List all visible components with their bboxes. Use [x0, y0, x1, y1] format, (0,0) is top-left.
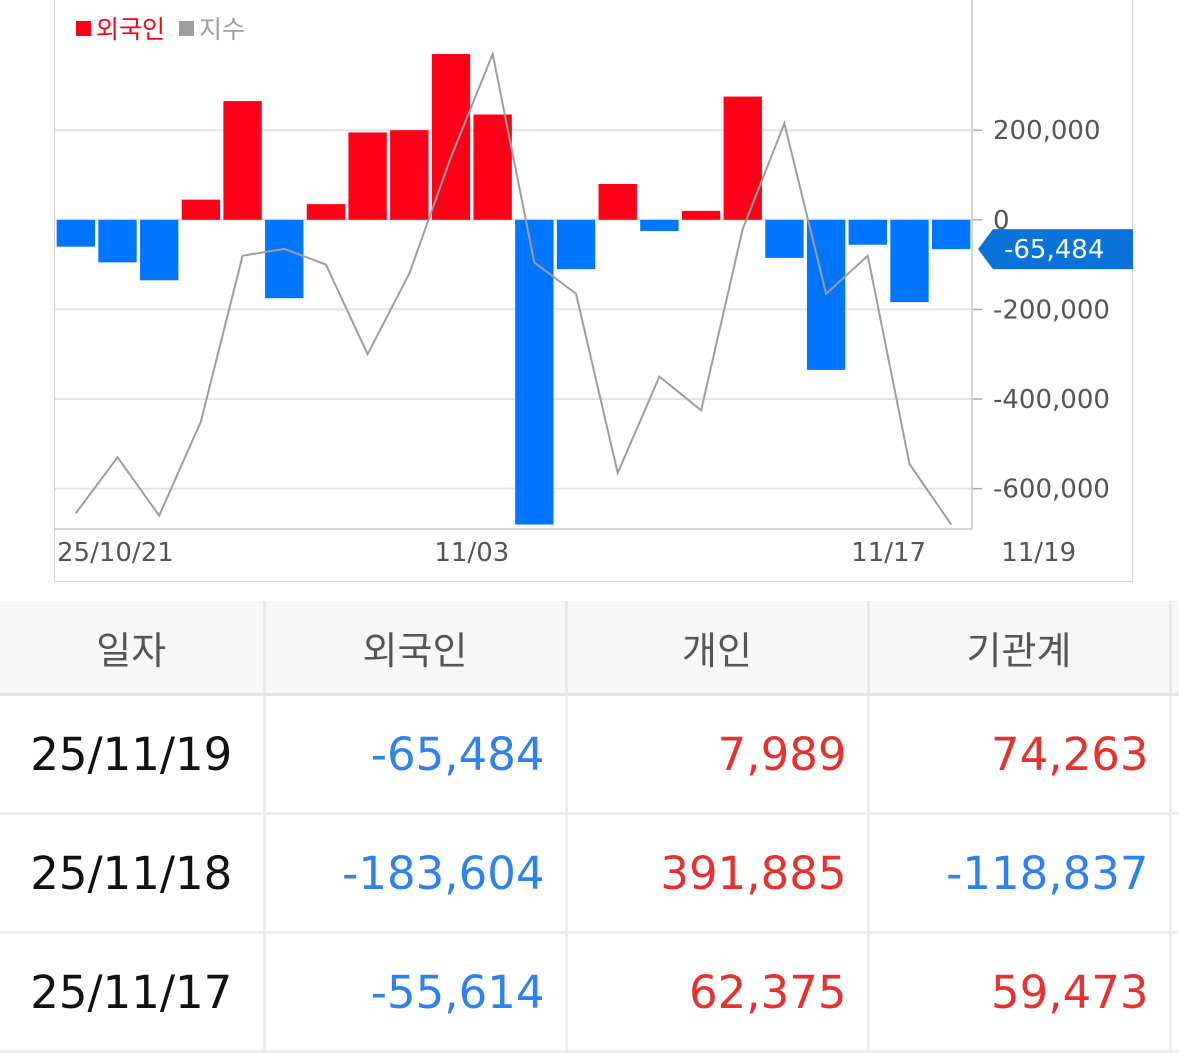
- investor-chart: 200,000 0 -200,000 -400,000 -600,000 25/10/21…: [54, 0, 1133, 582]
- bar: [348, 132, 387, 220]
- y-tick-label: -200,000: [993, 295, 1110, 325]
- x-tick-label: 11/19: [1001, 538, 1076, 568]
- bar: [56, 219, 96, 247]
- legend-item-index: 지수: [179, 10, 245, 46]
- cell-date: 25/11/17: [0, 932, 266, 1053]
- legend-swatch-foreign: [76, 20, 91, 36]
- bar: [98, 219, 137, 263]
- y-tick-label: -400,000: [993, 385, 1110, 415]
- bar: [890, 219, 929, 303]
- legend-swatch-index: [179, 20, 195, 36]
- cell-extra: [1170, 813, 1179, 934]
- legend-item-foreign: 외국인: [76, 10, 165, 46]
- bar: [181, 199, 221, 220]
- current-value-marker: [978, 229, 1133, 270]
- bar: [265, 219, 304, 299]
- bar: [848, 219, 887, 245]
- table-header-row: 일자 외국인 개인 기관계: [0, 601, 1179, 696]
- cell-institution: -118,837: [868, 813, 1172, 934]
- bar: [223, 101, 262, 220]
- cell-institution: 74,263: [868, 694, 1172, 815]
- header-extra: [1170, 601, 1179, 696]
- header-foreign[interactable]: 외국인: [264, 601, 568, 696]
- bar: [723, 96, 762, 220]
- bar: [931, 219, 971, 250]
- x-tick-label: 25/10/21: [57, 538, 174, 568]
- cell-individual: 7,989: [566, 694, 870, 815]
- bar: [598, 183, 637, 220]
- y-tick-label: 200,000: [993, 116, 1101, 146]
- bar: [140, 219, 179, 281]
- bar: [515, 219, 554, 525]
- cell-institution: 59,473: [868, 932, 1172, 1053]
- header-institution[interactable]: 기관계: [868, 601, 1172, 696]
- cell-foreign: -65,484: [264, 694, 568, 815]
- cell-extra: [1170, 932, 1179, 1053]
- cell-foreign: -55,614: [264, 932, 568, 1053]
- cell-foreign: -183,604: [264, 813, 568, 934]
- cell-individual: 62,375: [566, 932, 870, 1053]
- y-tick-label: -600,000: [993, 475, 1110, 505]
- cell-individual: 391,885: [566, 813, 870, 934]
- table-row[interactable]: 25/11/19 -65,484 7,989 74,263: [0, 694, 1179, 815]
- bar: [681, 210, 721, 220]
- bar: [390, 130, 429, 220]
- index-line: [74, 50, 953, 526]
- header-date[interactable]: 일자: [0, 601, 266, 696]
- bar: [306, 204, 346, 220]
- chart-svg: 200,000 0 -200,000 -400,000 -600,000 25/10/21…: [54, 0, 1133, 582]
- bar: [556, 219, 596, 270]
- cell-extra: [1170, 694, 1179, 815]
- header-individual[interactable]: 개인: [566, 601, 870, 696]
- legend-label-index: 지수: [199, 15, 246, 44]
- table-row[interactable]: 25/11/17 -55,614 62,375 59,473: [0, 932, 1179, 1053]
- table-row[interactable]: 25/11/18 -183,604 391,885 -118,837: [0, 813, 1179, 934]
- y-tick-label: 0: [993, 206, 1010, 236]
- investor-table: 일자 외국인 개인 기관계 25/11/19 -65,484 7,989 74,…: [0, 601, 1179, 1053]
- chart-legend: 외국인 지수: [76, 10, 259, 46]
- bar: [473, 114, 512, 220]
- legend-label-foreign: 외국인: [96, 15, 166, 44]
- bar: [765, 219, 804, 258]
- chart-frame: [54, 0, 1133, 582]
- x-tick-label: 11/17: [851, 538, 926, 568]
- x-tick-label: 11/03: [434, 538, 509, 568]
- current-value-label: -65,484: [1004, 235, 1104, 265]
- cell-date: 25/11/18: [0, 813, 266, 934]
- bar: [640, 219, 679, 232]
- cell-date: 25/11/19: [0, 694, 266, 815]
